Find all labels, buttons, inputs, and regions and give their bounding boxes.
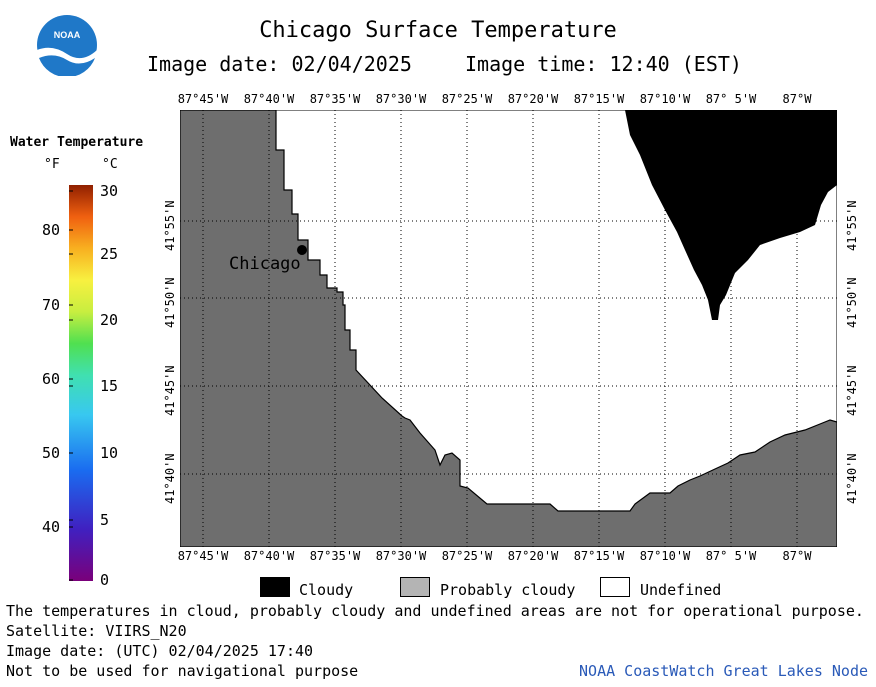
longitude-label-bottom: 87°30'W [375,549,427,563]
latitude-label-left: 41°40'N [163,453,177,504]
longitude-label-bottom: 87°W [782,549,812,563]
latitude-label-left: 41°50'N [163,277,177,328]
chicago-label: Chicago [229,254,301,274]
longitude-label-top: 87°10'W [639,92,691,106]
color-bar [69,185,93,581]
key-probably-cloudy-label: Probably cloudy [440,581,576,599]
longitude-label-bottom: 87°25'W [441,549,493,563]
longitude-label-bottom: 87°10'W [639,549,691,563]
fahrenheit-tick-label: 60 [41,370,60,388]
longitude-label-top: 87°25'W [441,92,493,106]
longitude-label-top: 87°20'W [507,92,559,106]
key-cloudy-label: Cloudy [299,581,354,599]
image-time: Image time: 12:40 (EST) [465,52,742,76]
cloudy-area [625,110,837,320]
celsius-tick-label: 15 [100,377,119,395]
celsius-tick-label: 0 [100,571,110,589]
fahrenheit-tick-label: 70 [41,296,60,314]
latitude-label-left: 41°55'N [163,200,177,251]
longitude-label-top: 87°15'W [573,92,625,106]
page-title: Chicago Surface Temperature [259,18,617,43]
longitude-label-bottom: 87°40'W [243,549,295,563]
latitude-label-right: 41°55'N [845,200,859,251]
key-probably-cloudy-swatch [400,577,430,597]
latitude-label-right: 41°50'N [845,277,859,328]
longitude-label-top: 87°35'W [309,92,361,106]
satellite-text: Satellite: VIIRS_N20 [6,622,187,640]
coastwatch-node-credit: NOAA CoastWatch Great Lakes Node [579,662,868,680]
map-panel: Chicago [180,110,837,547]
longitude-label-bottom: 87° 5'W [705,549,757,563]
key-undefined-swatch [600,577,630,597]
latitude-label-right: 41°45'N [845,365,859,416]
noaa-logo: NOAA [36,14,98,76]
longitude-label-bottom: 87°45'W [177,549,229,563]
legend-title: Water Temperature [10,135,144,150]
chicago-marker [297,245,307,255]
celsius-tick-label: 10 [100,444,119,462]
longitude-label-bottom: 87°15'W [573,549,625,563]
longitude-label-top: 87°30'W [375,92,427,106]
latitude-label-left: 41°45'N [163,365,177,416]
celsius-tick-label: 30 [100,182,119,200]
celsius-tick-label: 20 [100,311,119,329]
fahrenheit-tick-label: 80 [41,221,60,239]
logo-text: NOAA [54,30,81,40]
nav-warning-text: Not to be used for navigational purpose [6,662,359,680]
unit-celsius: °C [102,157,118,172]
latitude-label-right: 41°40'N [845,453,859,504]
longitude-label-bottom: 87°20'W [507,549,559,563]
fahrenheit-tick-label: 40 [41,518,60,536]
unit-fahrenheit: °F [44,157,60,172]
image-date: Image date: 02/04/2025 [147,52,412,76]
celsius-tick-label: 25 [100,245,119,263]
utc-date-text: Image date: (UTC) 02/04/2025 17:40 [6,642,314,660]
longitude-label-bottom: 87°35'W [309,549,361,563]
key-cloudy-swatch [260,577,290,597]
longitude-label-top: 87°40'W [243,92,295,106]
celsius-tick-label: 5 [100,511,110,529]
longitude-label-top: 87°45'W [177,92,229,106]
land-area [180,110,837,547]
map-canvas: Chicago [180,110,837,547]
longitude-label-top: 87°W [782,92,812,106]
longitude-label-top: 87° 5'W [705,92,757,106]
fahrenheit-tick-label: 50 [41,444,60,462]
disclaimer-text: The temperatures in cloud, probably clou… [6,602,864,620]
key-undefined-label: Undefined [640,581,722,599]
